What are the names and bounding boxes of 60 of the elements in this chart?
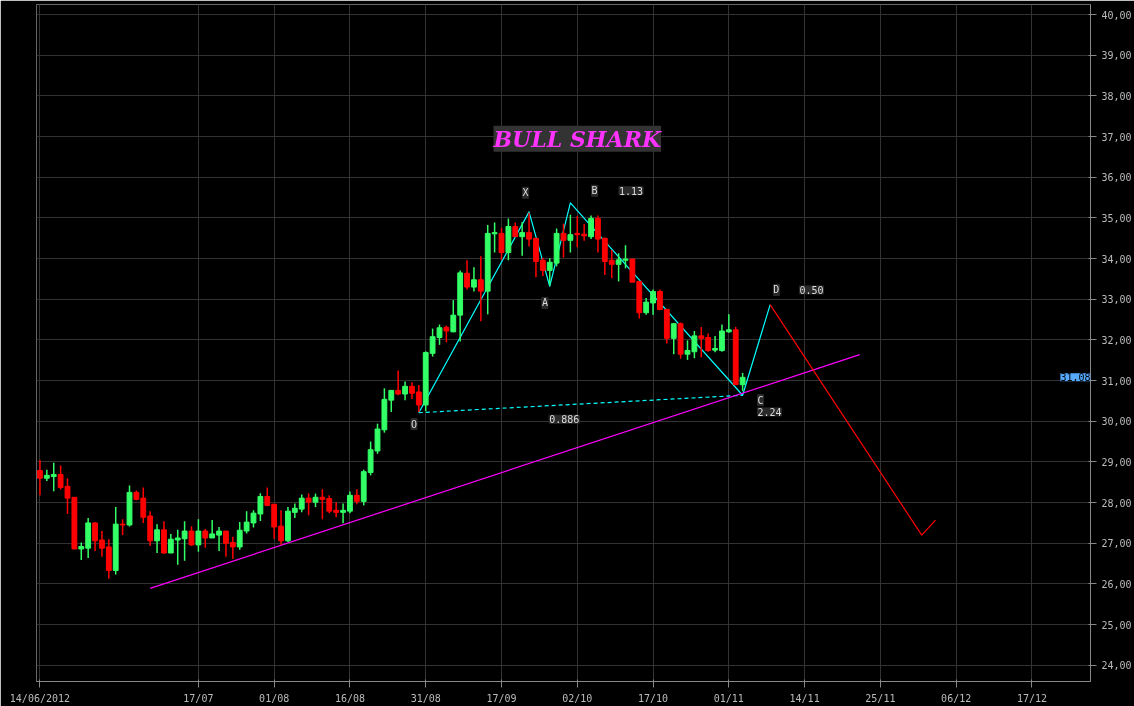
annotation: D — [773, 284, 780, 296]
x-tick-label: 01/08 — [259, 692, 290, 704]
x-tick-label: 01/11 — [713, 692, 744, 704]
y-tick-label: 32,00 — [1101, 334, 1132, 346]
annotation: 2.24 — [757, 406, 782, 418]
x-tick-label: 02/10 — [562, 692, 593, 704]
annotation: C — [757, 394, 764, 406]
candlestick — [560, 222, 567, 259]
candlestick — [471, 266, 477, 293]
x-tick-label: 17/09 — [486, 692, 517, 704]
candlestick — [588, 214, 594, 240]
x-tick-label: 14/11 — [789, 692, 820, 704]
y-tick-label: 29,00 — [1101, 456, 1132, 468]
x-tick-label: 17/12 — [1016, 692, 1047, 704]
x-tick-label: 06/12 — [941, 692, 972, 704]
x-tick-label: 17/10 — [638, 692, 669, 704]
y-tick-label: 33,00 — [1101, 294, 1132, 306]
x-tick-label: 31/08 — [410, 692, 441, 704]
y-tick-label: 25,00 — [1101, 619, 1132, 631]
annotation: B — [591, 185, 598, 197]
annotation: 31,08 — [1060, 372, 1091, 384]
candlestick — [161, 520, 167, 555]
candlestick — [37, 459, 43, 497]
y-tick-label: 38,00 — [1101, 90, 1132, 102]
y-tick-label: 34,00 — [1101, 253, 1132, 265]
x-tick-label: 16/08 — [334, 692, 365, 704]
annotation: 0.886 — [549, 414, 580, 426]
annotation: A — [541, 297, 548, 309]
candlestick — [202, 528, 209, 549]
y-tick-label: 24,00 — [1101, 660, 1132, 672]
y-tick-label: 40,00 — [1101, 9, 1132, 21]
y-tick-label: 30,00 — [1101, 416, 1132, 428]
candlestick — [567, 213, 574, 254]
x-tick-label: 25/11 — [865, 692, 896, 704]
annotation: X — [522, 187, 529, 199]
y-tick-label: 37,00 — [1101, 131, 1132, 143]
candlestick — [395, 369, 402, 396]
candlestick — [305, 492, 312, 516]
y-tick-label: 36,00 — [1101, 172, 1132, 184]
y-tick-label: 31,00 — [1101, 375, 1132, 387]
annotation: 0.50 — [799, 284, 824, 296]
y-tick-label: 39,00 — [1101, 50, 1132, 62]
y-tick-label: 35,00 — [1101, 212, 1132, 224]
annotation: O — [411, 418, 418, 430]
candlestick — [464, 259, 470, 291]
candlestick — [195, 518, 202, 553]
annotation: 1.13 — [618, 185, 644, 197]
candlestick — [519, 221, 526, 257]
candlestick — [498, 226, 505, 261]
y-tick-label: 27,00 — [1101, 538, 1132, 550]
candlestick — [402, 380, 408, 401]
y-tick-label: 28,00 — [1101, 497, 1132, 509]
candlestick — [670, 322, 677, 355]
candlestick — [739, 372, 746, 392]
y-tick-label: 26,00 — [1101, 578, 1132, 590]
candlestick — [154, 523, 160, 554]
x-tick-label: 17/07 — [183, 692, 214, 704]
candlestick — [477, 255, 484, 322]
x-tick-label: 14/06/2012 — [9, 692, 71, 704]
text: BULL SHARK — [492, 125, 662, 152]
